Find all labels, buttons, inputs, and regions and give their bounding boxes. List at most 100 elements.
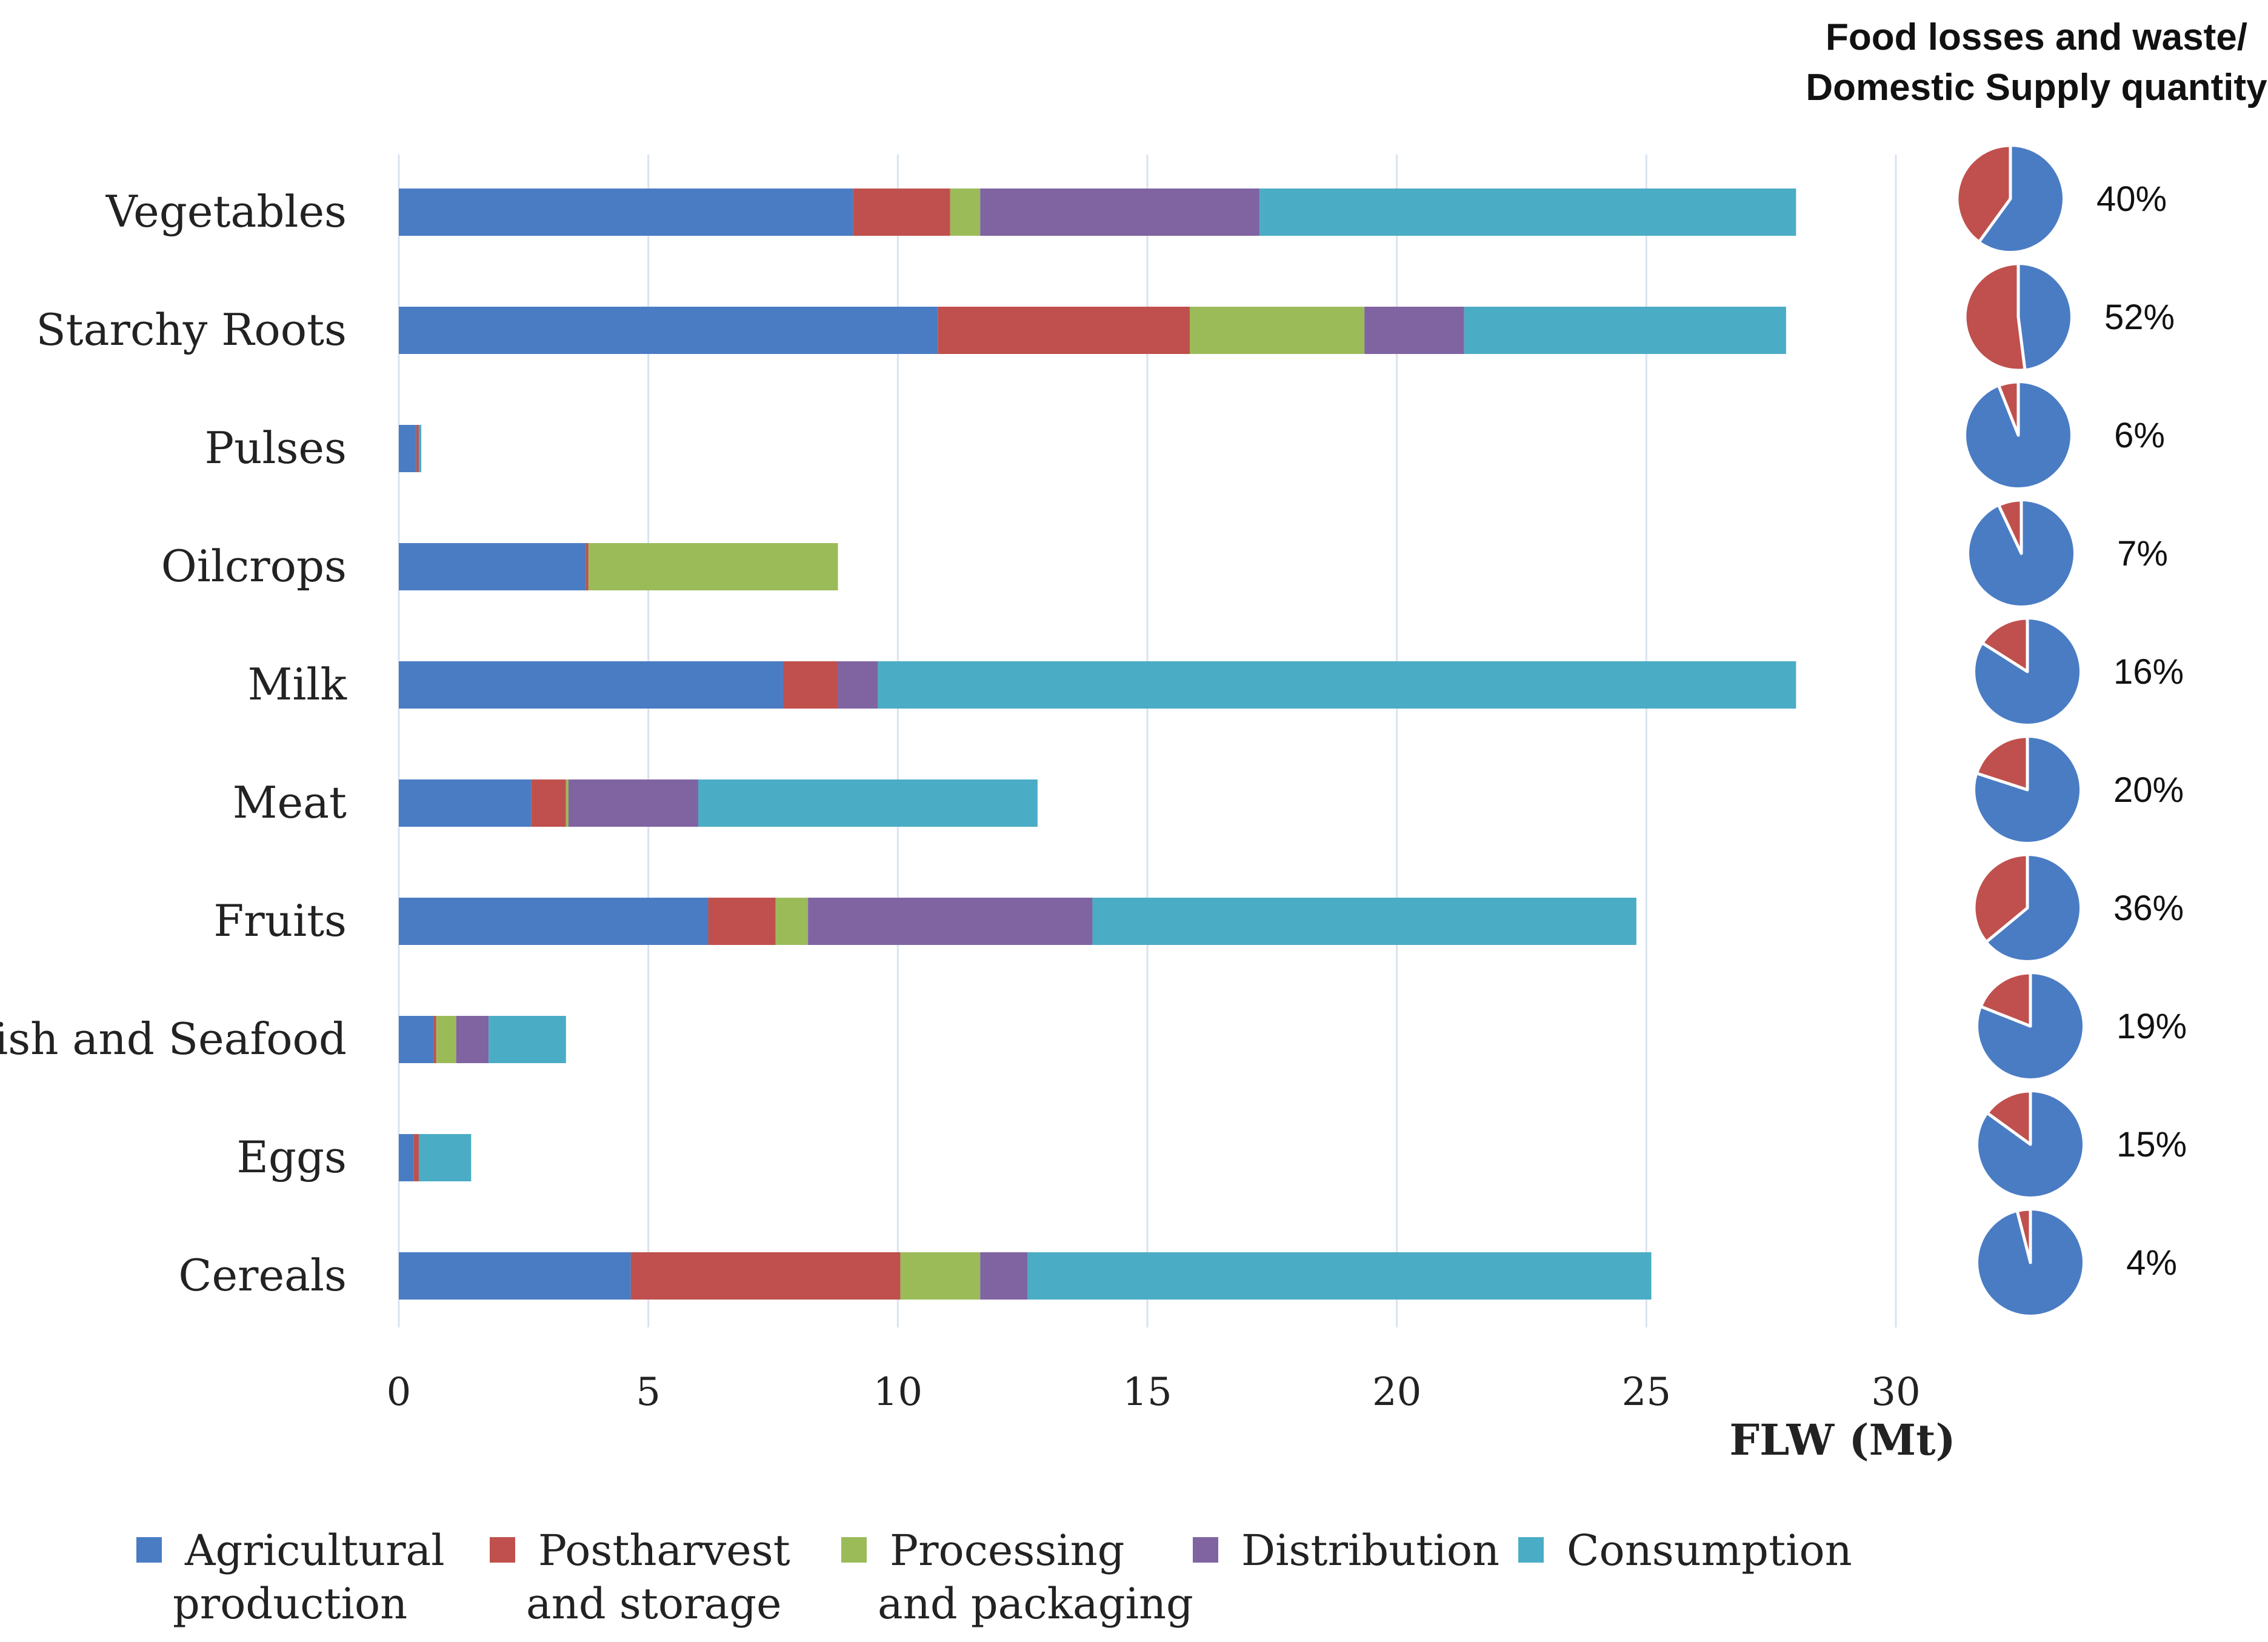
pie-label-fruits: 36%	[2113, 889, 2184, 928]
bar-starchy-roots-agricultural-production	[399, 307, 938, 354]
pie-label-pulses: 6%	[2114, 416, 2165, 455]
bar-vegetables-postharvest-and-storage	[853, 189, 950, 236]
bar-eggs-consumption	[418, 1134, 472, 1181]
bar-starchy-roots-postharvest-and-storage	[938, 307, 1190, 354]
pie-label-vegetables: 40%	[2096, 179, 2167, 219]
legend-label-postharvest-and-storage: Postharvest	[538, 1526, 790, 1575]
bar-fruits-distribution	[808, 898, 1093, 945]
bar-fruits-postharvest-and-storage	[708, 898, 776, 945]
category-label-starchy-roots: Starchy Roots	[36, 304, 347, 355]
x-tick-label: 0	[387, 1370, 412, 1415]
bar-meat-distribution	[568, 779, 698, 827]
category-label-milk: Milk	[248, 659, 348, 710]
bar-cereals-distribution	[980, 1252, 1028, 1300]
bar-fruits-agricultural-production	[399, 898, 709, 945]
bar-pulses-consumption	[418, 425, 422, 472]
category-label-vegetables: Vegetables	[105, 186, 347, 237]
bar-meat-postharvest-and-storage	[531, 779, 566, 827]
bar-cereals-processing-and-packaging	[900, 1252, 981, 1300]
bars	[399, 189, 1796, 1300]
legend-swatch-consumption	[1518, 1537, 1544, 1563]
x-tick-label: 10	[873, 1370, 922, 1415]
pie-label-milk: 16%	[2113, 652, 2184, 692]
pie-loss-meat	[1975, 735, 2029, 792]
bar-milk-consumption	[878, 661, 1796, 709]
bar-pulses-agricultural-production	[399, 425, 416, 472]
category-label-fruits: Fruits	[213, 895, 347, 946]
pie-loss-vegetables	[1955, 144, 2012, 244]
pie-loss-milk	[1981, 616, 2029, 673]
pie-loss-fish-and-seafood	[1979, 971, 2032, 1028]
pie-loss-fruits	[1972, 853, 2029, 944]
bar-oilcrops-agricultural-production	[399, 543, 586, 590]
legend-swatch-distribution	[1193, 1537, 1218, 1563]
bar-meat-processing-and-packaging	[565, 779, 569, 827]
bar-cereals-agricultural-production	[399, 1252, 631, 1300]
bar-eggs-postharvest-and-storage	[413, 1134, 419, 1181]
category-label-pulses: Pulses	[205, 422, 347, 473]
pie-label-fish-and-seafood: 19%	[2116, 1007, 2187, 1046]
legend-label-processing-and-packaging: and packaging	[878, 1579, 1193, 1629]
x-tick-label: 30	[1871, 1370, 1920, 1415]
bar-vegetables-agricultural-production	[399, 189, 853, 236]
bar-starchy-roots-processing-and-packaging	[1189, 307, 1365, 354]
bar-fruits-processing-and-packaging	[775, 898, 809, 945]
legend-label-agricultural-production: production	[173, 1579, 407, 1629]
category-labels: Vegetables Starchy Roots Pulses Oilcrops Mil…	[0, 186, 347, 1301]
pie-loss-pulses	[1997, 380, 2020, 437]
bar-milk-agricultural-production	[399, 661, 783, 709]
bar-cereals-consumption	[1027, 1252, 1652, 1300]
category-label-oilcrops: Oilcrops	[161, 541, 347, 592]
pie-title: Food losses and waste/ Domestic Supply q…	[1806, 16, 2267, 108]
category-label-meat: Meat	[233, 777, 347, 828]
legend-label-distribution: Distribution	[1241, 1526, 1499, 1575]
bar-fruits-consumption	[1092, 898, 1636, 945]
legend-swatch-agricultural-production	[136, 1537, 162, 1563]
x-axis-title: FLW (Mt)	[1729, 1415, 1955, 1465]
category-label-cereals: Cereals	[178, 1250, 347, 1301]
pie-label-meat: 20%	[2113, 770, 2184, 810]
bar-oilcrops-processing-and-packaging	[588, 543, 838, 590]
bar-starchy-roots-distribution	[1364, 307, 1464, 354]
category-label-fish-and-seafood: Fish and Seafood	[0, 1013, 347, 1064]
bar-starchy-roots-consumption	[1464, 307, 1786, 354]
legend-label-postharvest-and-storage: and storage	[526, 1579, 782, 1629]
legend-swatch-postharvest-and-storage	[490, 1537, 515, 1563]
legend-label-processing-and-packaging: Processing	[890, 1526, 1124, 1575]
bar-vegetables-consumption	[1259, 189, 1796, 236]
x-tick-label: 25	[1622, 1370, 1671, 1415]
pie-loss-cereals	[2015, 1207, 2032, 1264]
legend-label-consumption: Consumption	[1567, 1526, 1852, 1575]
bar-vegetables-distribution	[980, 189, 1260, 236]
bar-eggs-agricultural-production	[399, 1134, 414, 1181]
pie-loss-oilcrops	[1997, 498, 2023, 555]
bar-milk-postharvest-and-storage	[782, 661, 838, 709]
bar-oilcrops-postharvest-and-storage	[585, 543, 589, 590]
bar-fish-and-seafood-consumption	[489, 1016, 566, 1063]
pie-label-starchy-roots: 52%	[2104, 298, 2175, 337]
pie-label-eggs: 15%	[2116, 1125, 2187, 1164]
pie-loss-starchy-roots	[1963, 262, 2027, 372]
x-tick-label: 20	[1372, 1370, 1421, 1415]
pie-title-line-2: Domestic Supply quantity	[1806, 67, 2267, 108]
bar-vegetables-processing-and-packaging	[950, 189, 981, 236]
bar-fish-and-seafood-agricultural-production	[399, 1016, 434, 1063]
bar-pulses-postharvest-and-storage	[416, 425, 419, 472]
pie-label-cereals: 4%	[2126, 1243, 2177, 1283]
category-label-eggs: Eggs	[236, 1132, 347, 1183]
bar-milk-distribution	[838, 661, 878, 709]
bar-fish-and-seafood-postharvest-and-storage	[433, 1016, 436, 1063]
bar-fish-and-seafood-distribution	[456, 1016, 489, 1063]
pie-loss-eggs	[1986, 1089, 2032, 1146]
bar-cereals-postharvest-and-storage	[630, 1252, 901, 1300]
x-ticks: 0 5 10 15 20 25 30	[387, 1370, 1921, 1415]
x-tick-label: 15	[1122, 1370, 1172, 1415]
legend-label-agricultural-production: Agricultural	[184, 1526, 445, 1575]
pie-label-oilcrops: 7%	[2117, 534, 2168, 573]
legend-swatch-processing-and-packaging	[841, 1537, 867, 1563]
bar-fish-and-seafood-processing-and-packaging	[436, 1016, 456, 1063]
x-tick-label: 5	[636, 1370, 661, 1415]
pie-title-line-1: Food losses and waste/	[1826, 16, 2247, 58]
